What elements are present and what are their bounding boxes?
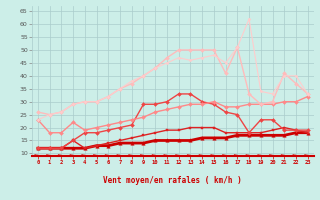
X-axis label: Vent moyen/en rafales ( km/h ): Vent moyen/en rafales ( km/h ): [103, 176, 242, 185]
